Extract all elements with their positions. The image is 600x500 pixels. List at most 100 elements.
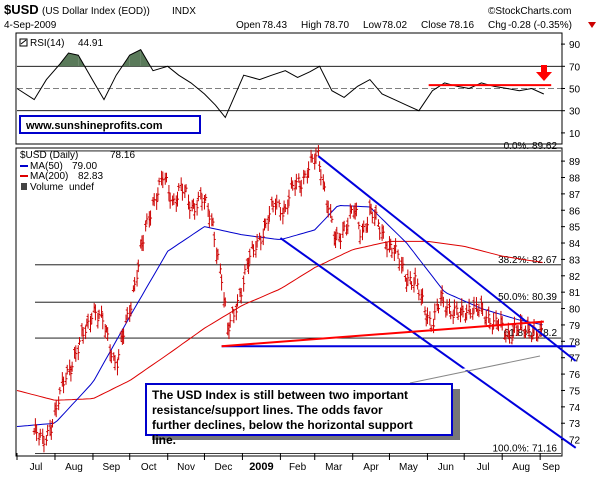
x-tick-label: Jul [477,462,490,473]
ohlc-readout: Open 78.43 High 78.70 Low 78.02 Close 78… [236,20,596,31]
ma50-line [16,204,543,427]
x-tick-label: May [399,462,418,473]
volume-legend-value: undef [69,182,94,193]
x-tick-label: Apr [363,462,379,473]
x-tick-label: Mar [325,462,343,473]
trendline-upper-channel [317,155,577,362]
x-tick-label: Sep [102,462,120,473]
instrument-name: (US Dollar Index (EOD)) [42,6,150,17]
price-y-tick-label: 84 [569,239,581,250]
volume-legend-name: Volume [30,182,64,193]
chg-down-icon [588,22,596,28]
x-tick-label: 2009 [249,461,273,473]
x-tick-label: Aug [65,462,83,473]
price-y-tick-label: 81 [569,288,581,299]
brand-label: ©StockCharts.com [488,6,572,17]
x-tick-label: Aug [512,462,530,473]
price-y-tick-label: 86 [569,206,581,217]
price-y-tick-label: 78 [569,337,581,348]
rsi-line [16,49,545,119]
x-axis-ticks: Jul Aug Sep Oct Nov Dec 2009 Feb Mar Apr May Jun Jul… [16,453,560,473]
rsi-arrow-shaft [541,65,547,73]
rsi-arrow-head [536,72,552,81]
callout-box [145,383,453,436]
price-y-tick-label: 73 [569,419,581,430]
callout-text-line: line. [152,433,176,447]
volume-legend-icon [21,183,27,190]
price-y-tick-label: 87 [569,190,581,201]
x-tick-label: Dec [215,462,233,473]
rsi-red-arrow-icon [536,65,552,81]
x-tick-label: Nov [177,462,195,473]
price-legend-value: 78.16 [110,150,135,161]
price-bars [32,145,543,453]
trendline-resistance-red [221,320,544,348]
callout-pointer [407,353,541,382]
rsi-legend-value: 44.91 [78,38,103,49]
rsi-legend-icon-line [20,39,27,45]
price-y-tick-label: 82 [569,272,581,283]
price-y-tick-label: 79 [569,321,581,332]
ma200-legend-name: MA(200) [30,171,68,182]
price-y-tick-label: 76 [569,370,581,381]
fibonacci-label: 0.0%: 89.62 [504,141,558,152]
rsi-y-tick-label: 70 [569,62,581,73]
close-value: 78.16 [449,20,474,31]
ma50-legend-value: 79.00 [72,161,97,172]
rsi-legend-icon [19,38,28,47]
price-y-tick-label: 85 [569,223,581,234]
open-value: 78.43 [262,20,287,31]
date-label: 4-Sep-2009 [4,20,57,31]
low-label: Low [363,20,382,31]
price-y-tick-label: 74 [569,403,581,414]
symbol-label: $USD [4,2,39,17]
price-y-tick-label: 89 [569,157,581,168]
high-value: 78.70 [324,20,349,31]
rsi-y-tick-label: 10 [569,129,581,140]
exchange-label: INDX [172,6,196,17]
price-y-tick-label: 83 [569,255,581,266]
rsi-overbought-area [68,53,79,67]
x-tick-label: Jun [438,462,454,473]
trendlines [221,155,577,449]
rsi-legend: RSI(14) 44.91 [19,38,103,49]
url-box [19,115,201,134]
rsi-y-tick-label: 50 [569,85,581,96]
ma50-legend-name: MA(50) [30,161,63,172]
x-tick-label: Jul [30,462,43,473]
fibonacci-label: 50.0%: 80.39 [498,292,557,303]
url-text: www.sunshineprofits.com [25,120,163,132]
chg-label: Chg [488,20,506,31]
rsi-y-ticks: 10 30 50 70 90 [561,40,581,140]
callout-text-line: further declines, below the horizontal s… [152,418,413,432]
callout-pointer-shadow [409,355,541,384]
price-y-tick-label: 88 [569,173,581,184]
rsi-y-tick-label: 30 [569,107,581,118]
price-y-tick-label: 72 [569,436,581,447]
rsi-y-tick-label: 90 [569,40,581,51]
callout-text-line: resistance/support lines. The odds favor [152,403,383,417]
price-y-ticks: 727374757677787980818283848586878889 [561,157,581,447]
fibonacci-label: 100.0%: 71.16 [493,443,558,454]
ma200-legend-value: 82.83 [78,171,103,182]
price-y-tick-label: 80 [569,305,581,316]
price-y-tick-label: 75 [569,386,581,397]
high-label: High [301,20,322,31]
chg-value: -0.28 (-0.35%) [508,20,572,31]
low-value: 78.02 [382,20,407,31]
rsi-legend-name: RSI(14) [30,38,64,49]
open-label: Open [236,20,260,31]
x-tick-label: Oct [141,462,157,473]
x-tick-label: Sep [542,462,560,473]
callout-text-line: The USD Index is still between two impor… [152,388,408,402]
close-label: Close [421,20,447,31]
price-legend-name: $USD (Daily) [20,150,78,161]
price-legend: $USD (Daily) 78.16 MA(50) 79.00 MA(200) … [20,150,135,193]
x-tick-label: Feb [289,462,307,473]
callout-text: The USD Index is still between two impor… [152,388,413,447]
ma200-line [16,240,543,401]
fibonacci-label: 61.8%: 78.2 [504,328,558,339]
rsi-gridlines [17,65,561,112]
